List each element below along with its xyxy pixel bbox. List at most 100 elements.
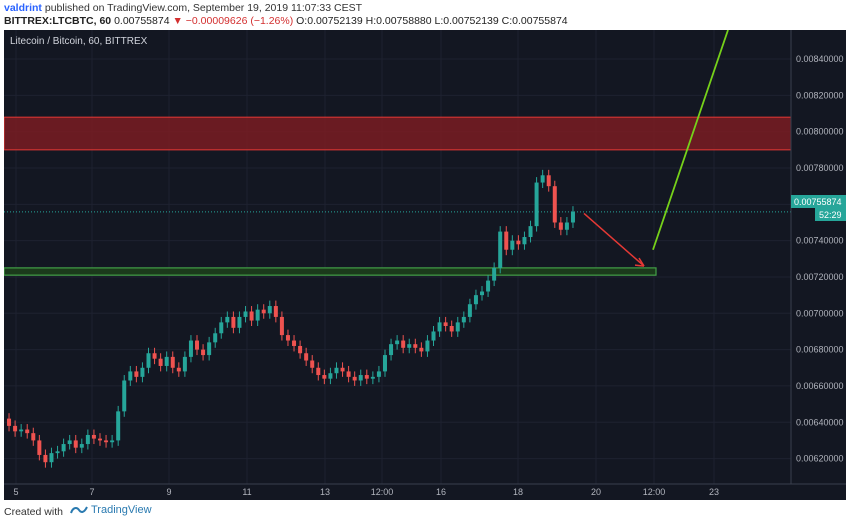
candle-up xyxy=(455,322,460,332)
candle-up xyxy=(492,267,497,281)
tradingview-brand-label: TradingView xyxy=(91,504,152,516)
candle-up xyxy=(19,429,24,432)
published-text: published on TradingView.com, September … xyxy=(44,2,363,14)
candle-up xyxy=(146,353,151,368)
candle-down xyxy=(104,440,109,443)
price-tick-label: 0.00820000 xyxy=(796,90,844,100)
candle-up xyxy=(486,280,491,292)
candle-down xyxy=(176,367,181,372)
candle-up xyxy=(480,291,485,296)
candle-up xyxy=(182,356,187,372)
candle-down xyxy=(298,345,303,354)
candle-down xyxy=(558,222,563,230)
candle-up xyxy=(267,306,272,314)
chart-area[interactable]: 0.00840000 0.00820000 0.00800000 0.00780000… xyxy=(3,29,846,500)
candle-down xyxy=(91,434,96,439)
candle-up xyxy=(522,237,527,245)
candle-up xyxy=(382,355,387,372)
last-price: 0.00755874 xyxy=(114,15,170,27)
candle-up xyxy=(395,340,400,345)
candle-down xyxy=(449,326,454,332)
candle-down xyxy=(201,349,206,356)
candle-down xyxy=(443,322,448,327)
price-tick-label: 0.00720000 xyxy=(796,272,844,282)
red-down-arrow xyxy=(583,212,645,267)
green-projection-line xyxy=(652,29,729,251)
support-zone xyxy=(3,267,657,276)
candle-down xyxy=(43,454,48,463)
candle-up xyxy=(431,331,436,341)
publish-header: valdrint published on TradingView.com, S… xyxy=(0,0,850,30)
symbol-info: BITTREX:LTCBTC, 60 0.00755874 ▼ −0.00009… xyxy=(4,15,568,27)
price-tick-label: 0.00840000 xyxy=(796,54,844,64)
candle-down xyxy=(413,344,418,348)
candle-down xyxy=(249,311,254,321)
candle-up xyxy=(79,444,84,448)
candle-down xyxy=(340,367,345,372)
time-tick-label: 11 xyxy=(242,487,251,497)
countdown-tag: 52:29 xyxy=(815,208,846,221)
price-axis-background xyxy=(791,30,846,500)
candle-up xyxy=(225,316,230,323)
candle-up xyxy=(534,182,539,227)
candle-down xyxy=(546,175,551,187)
candle-up xyxy=(564,222,569,230)
candle-up xyxy=(85,434,90,445)
candle-up xyxy=(255,309,260,321)
time-tick-label: 7 xyxy=(89,487,94,497)
annotations-layer xyxy=(583,29,729,267)
candle-down xyxy=(7,418,12,426)
candle-up xyxy=(370,376,375,379)
candle-up xyxy=(510,240,515,250)
candle-down xyxy=(504,231,509,250)
price-tick-label: 0.00660000 xyxy=(796,381,844,391)
red-arrow-head-icon xyxy=(634,257,645,267)
tradingview-logo-icon xyxy=(70,506,88,514)
candle-up xyxy=(358,375,363,381)
time-tick-label: 23 xyxy=(709,487,719,497)
created-with-label: Created with xyxy=(4,506,63,518)
price-chart[interactable]: 0.00840000 0.00820000 0.00800000 0.00780000… xyxy=(3,29,846,500)
author-name[interactable]: valdrint xyxy=(4,2,42,14)
publish-info: valdrint published on TradingView.com, S… xyxy=(4,2,362,14)
time-axis[interactable]: 5 7 9 11 13 12:00 16 18 20 12:00 23 xyxy=(13,487,719,497)
time-tick-label: 12:00 xyxy=(371,487,394,497)
candle-up xyxy=(389,344,394,356)
price-tick-label: 0.00700000 xyxy=(796,308,844,318)
price-tick-label: 0.00620000 xyxy=(796,454,844,464)
current-price-tag: 0.00755874 xyxy=(791,195,846,208)
candle-up xyxy=(140,367,145,377)
candle-down xyxy=(401,340,406,348)
candle-up xyxy=(328,373,333,379)
time-tick-label: 18 xyxy=(513,487,523,497)
candle-up xyxy=(407,344,412,348)
candle-down xyxy=(352,376,357,381)
candle-up xyxy=(122,380,127,412)
time-tick-label: 20 xyxy=(591,487,601,497)
candle-up xyxy=(243,311,248,317)
candle-down xyxy=(37,440,42,455)
candle-up xyxy=(213,333,218,343)
candle-up xyxy=(61,444,66,452)
time-tick-label: 13 xyxy=(320,487,330,497)
price-tick-label: 0.00640000 xyxy=(796,417,844,427)
candle-up xyxy=(49,453,54,463)
candle-up xyxy=(473,295,478,305)
candle-down xyxy=(261,309,266,314)
zones-layer xyxy=(3,116,792,276)
candle-up xyxy=(570,211,575,223)
resistance-zone xyxy=(3,116,792,151)
candle-down xyxy=(13,425,18,432)
candle-up xyxy=(55,451,60,454)
candle-up xyxy=(540,175,545,183)
price-tick-label: 0.00740000 xyxy=(796,236,844,246)
candle-down xyxy=(279,316,284,336)
candle-up xyxy=(528,226,533,238)
candle-down xyxy=(285,335,290,341)
candle-up xyxy=(110,440,115,443)
candle-down xyxy=(73,440,78,448)
down-triangle-icon: ▼ xyxy=(172,15,183,27)
footer: Created with TradingView xyxy=(0,500,850,524)
candle-up xyxy=(425,340,430,352)
tradingview-brand[interactable]: TradingView xyxy=(70,504,152,516)
